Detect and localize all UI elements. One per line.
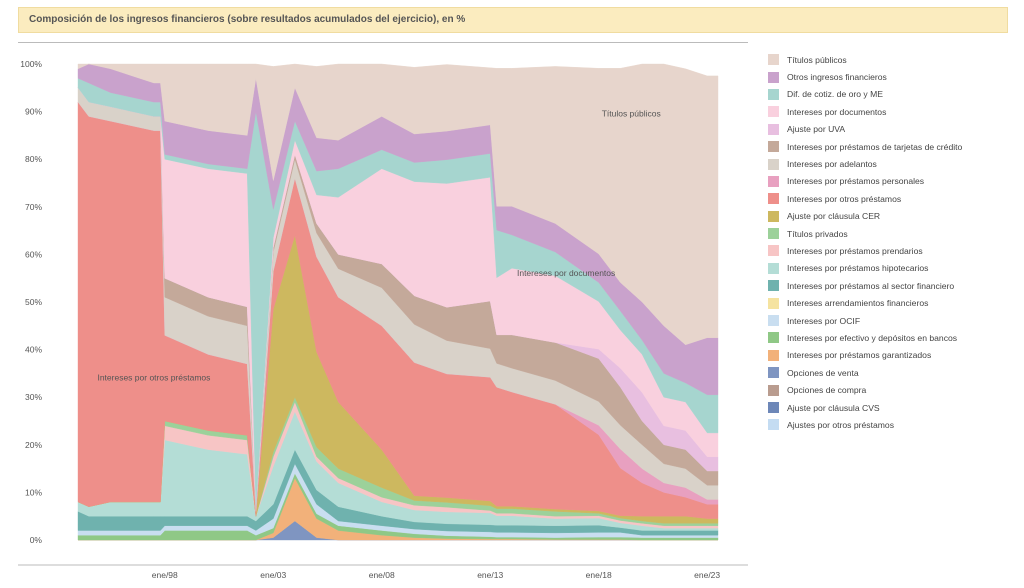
chart-annotation: Intereses por documentos [517, 268, 615, 278]
legend-swatch [768, 158, 779, 170]
legend-swatch [768, 71, 779, 83]
chart-annotation: Intereses por otros préstamos [97, 373, 210, 383]
legend-label: Intereses por adelantos [787, 159, 877, 170]
legend-label: Títulos públicos [787, 54, 847, 65]
legend-label: Intereses por efectivo y depósitos en ba… [787, 332, 958, 343]
legend-swatch [768, 402, 779, 413]
y-tick-label: 80% [25, 154, 42, 164]
legend-label: Títulos privados [787, 228, 848, 239]
y-tick-label: 70% [25, 202, 42, 212]
chart-annotations: Títulos públicos Intereses por documentos… [97, 108, 660, 382]
legend-item[interactable]: Ajuste por cláusula CVS [768, 399, 1008, 416]
legend-item[interactable]: Intereses por préstamos garantizados [768, 347, 1008, 364]
legend-item[interactable]: Intereses por préstamos personales [768, 173, 1008, 190]
legend-label: Opciones de venta [787, 367, 859, 378]
area-t-tulos-p-blicos [77, 63, 719, 346]
y-tick-label: 30% [25, 392, 42, 402]
x-tick-label: ene/98 [152, 570, 178, 580]
x-tick-label: ene/18 [586, 570, 612, 580]
x-axis: ene/98 ene/03 ene/08 ene/13 ene/18 ene/23 [18, 564, 748, 580]
legend-item[interactable]: Ajuste por UVA [768, 121, 1008, 138]
stacked-area-chart: 0% 10% 20% 30% 40% 50% 60% 70% 80% 90% 100% ene/98… [18, 59, 748, 580]
legend-label: Ajuste por cláusula CVS [787, 402, 880, 413]
legend-label: Intereses por préstamos al sector financ… [787, 280, 955, 291]
legend-label: Ajuste por UVA [787, 124, 846, 135]
legend-item[interactable]: Intereses por préstamos de tarjetas de c… [768, 138, 1008, 155]
legend-swatch [768, 175, 779, 187]
y-tick-label: 10% [25, 487, 42, 497]
legend-label: Ajustes por otros préstamos [787, 419, 894, 430]
legend-item[interactable]: Títulos públicos [768, 51, 1008, 68]
legend-label: Intereses por otros préstamos [787, 193, 902, 204]
legend-label: Ajuste por cláusula CER [787, 211, 881, 222]
legend-item[interactable]: Dif. de cotiz. de oro y ME [768, 86, 1008, 103]
legend-item[interactable]: Ajustes por otros préstamos [768, 416, 1008, 433]
y-tick-label: 20% [25, 440, 42, 450]
legend-item[interactable]: Otros ingresos financieros [768, 68, 1008, 85]
legend-item[interactable]: Ajuste por cláusula CER [768, 208, 1008, 225]
legend-item[interactable]: Intereses por adelantos [768, 155, 1008, 172]
legend-swatch [768, 141, 779, 153]
legend-label: Intereses arrendamientos financieros [787, 298, 929, 309]
chart-title: Composición de los ingresos financieros … [18, 7, 1008, 33]
legend-swatch [768, 280, 779, 292]
legend-label: Opciones de compra [787, 385, 867, 396]
divider [18, 42, 748, 43]
legend-label: Dif. de cotiz. de oro y ME [787, 89, 883, 100]
legend-item[interactable]: Opciones de compra [768, 381, 1008, 398]
legend-swatch [768, 210, 779, 222]
x-tick-label: ene/03 [260, 570, 286, 580]
chart-areas [77, 63, 719, 541]
x-tick-label: ene/23 [694, 570, 720, 580]
legend-item[interactable]: Intereses por otros préstamos [768, 190, 1008, 207]
legend-item[interactable]: Intereses por préstamos hipotecarios [768, 260, 1008, 277]
legend-swatch [768, 88, 779, 100]
legend-swatch [768, 123, 779, 135]
y-axis: 0% 10% 20% 30% 40% 50% 60% 70% 80% 90% 100% [20, 59, 42, 545]
legend-swatch [768, 332, 779, 344]
legend-swatch [768, 297, 779, 309]
x-tick-label: ene/08 [369, 570, 395, 580]
legend-item[interactable]: Intereses por documentos [768, 103, 1008, 120]
legend-item[interactable]: Intereses por préstamos prendarios [768, 242, 1008, 259]
legend-label: Intereses por préstamos de tarjetas de c… [787, 141, 963, 152]
legend-swatch [768, 193, 779, 205]
legend-swatch [768, 106, 779, 118]
legend-item[interactable]: Intereses por OCIF [768, 312, 1008, 329]
legend-label: Intereses por préstamos prendarios [787, 245, 923, 256]
legend-label: Otros ingresos financieros [787, 72, 887, 83]
x-tick-label: ene/13 [477, 570, 503, 580]
y-tick-label: 60% [25, 249, 42, 259]
legend-label: Intereses por documentos [787, 106, 887, 117]
y-tick-label: 40% [25, 345, 42, 355]
legend-swatch [768, 245, 779, 257]
legend-item[interactable]: Intereses por efectivo y depósitos en ba… [768, 329, 1008, 346]
legend-label: Intereses por préstamos hipotecarios [787, 263, 929, 274]
legend-label: Intereses por OCIF [787, 315, 861, 326]
chart-annotation: Títulos públicos [602, 108, 661, 118]
legend-swatch [768, 315, 779, 327]
legend-swatch [768, 349, 779, 361]
legend-swatch [768, 367, 779, 379]
legend-item[interactable]: Intereses arrendamientos financieros [768, 294, 1008, 311]
legend-swatch [768, 54, 779, 66]
legend-item[interactable]: Opciones de venta [768, 364, 1008, 381]
legend-swatch [768, 384, 779, 396]
legend-item[interactable]: Títulos privados [768, 225, 1008, 242]
y-tick-label: 50% [25, 297, 42, 307]
y-tick-label: 90% [25, 107, 42, 117]
y-tick-label: 0% [30, 535, 43, 545]
chart-legend: Títulos públicos Otros ingresos financier… [768, 51, 1008, 434]
legend-swatch [768, 228, 779, 240]
legend-swatch [768, 419, 779, 431]
legend-item[interactable]: Intereses por préstamos al sector financ… [768, 277, 1008, 294]
legend-swatch [768, 262, 779, 274]
legend-label: Intereses por préstamos garantizados [787, 350, 932, 361]
legend-label: Intereses por préstamos personales [787, 176, 925, 187]
y-tick-label: 100% [20, 59, 42, 69]
